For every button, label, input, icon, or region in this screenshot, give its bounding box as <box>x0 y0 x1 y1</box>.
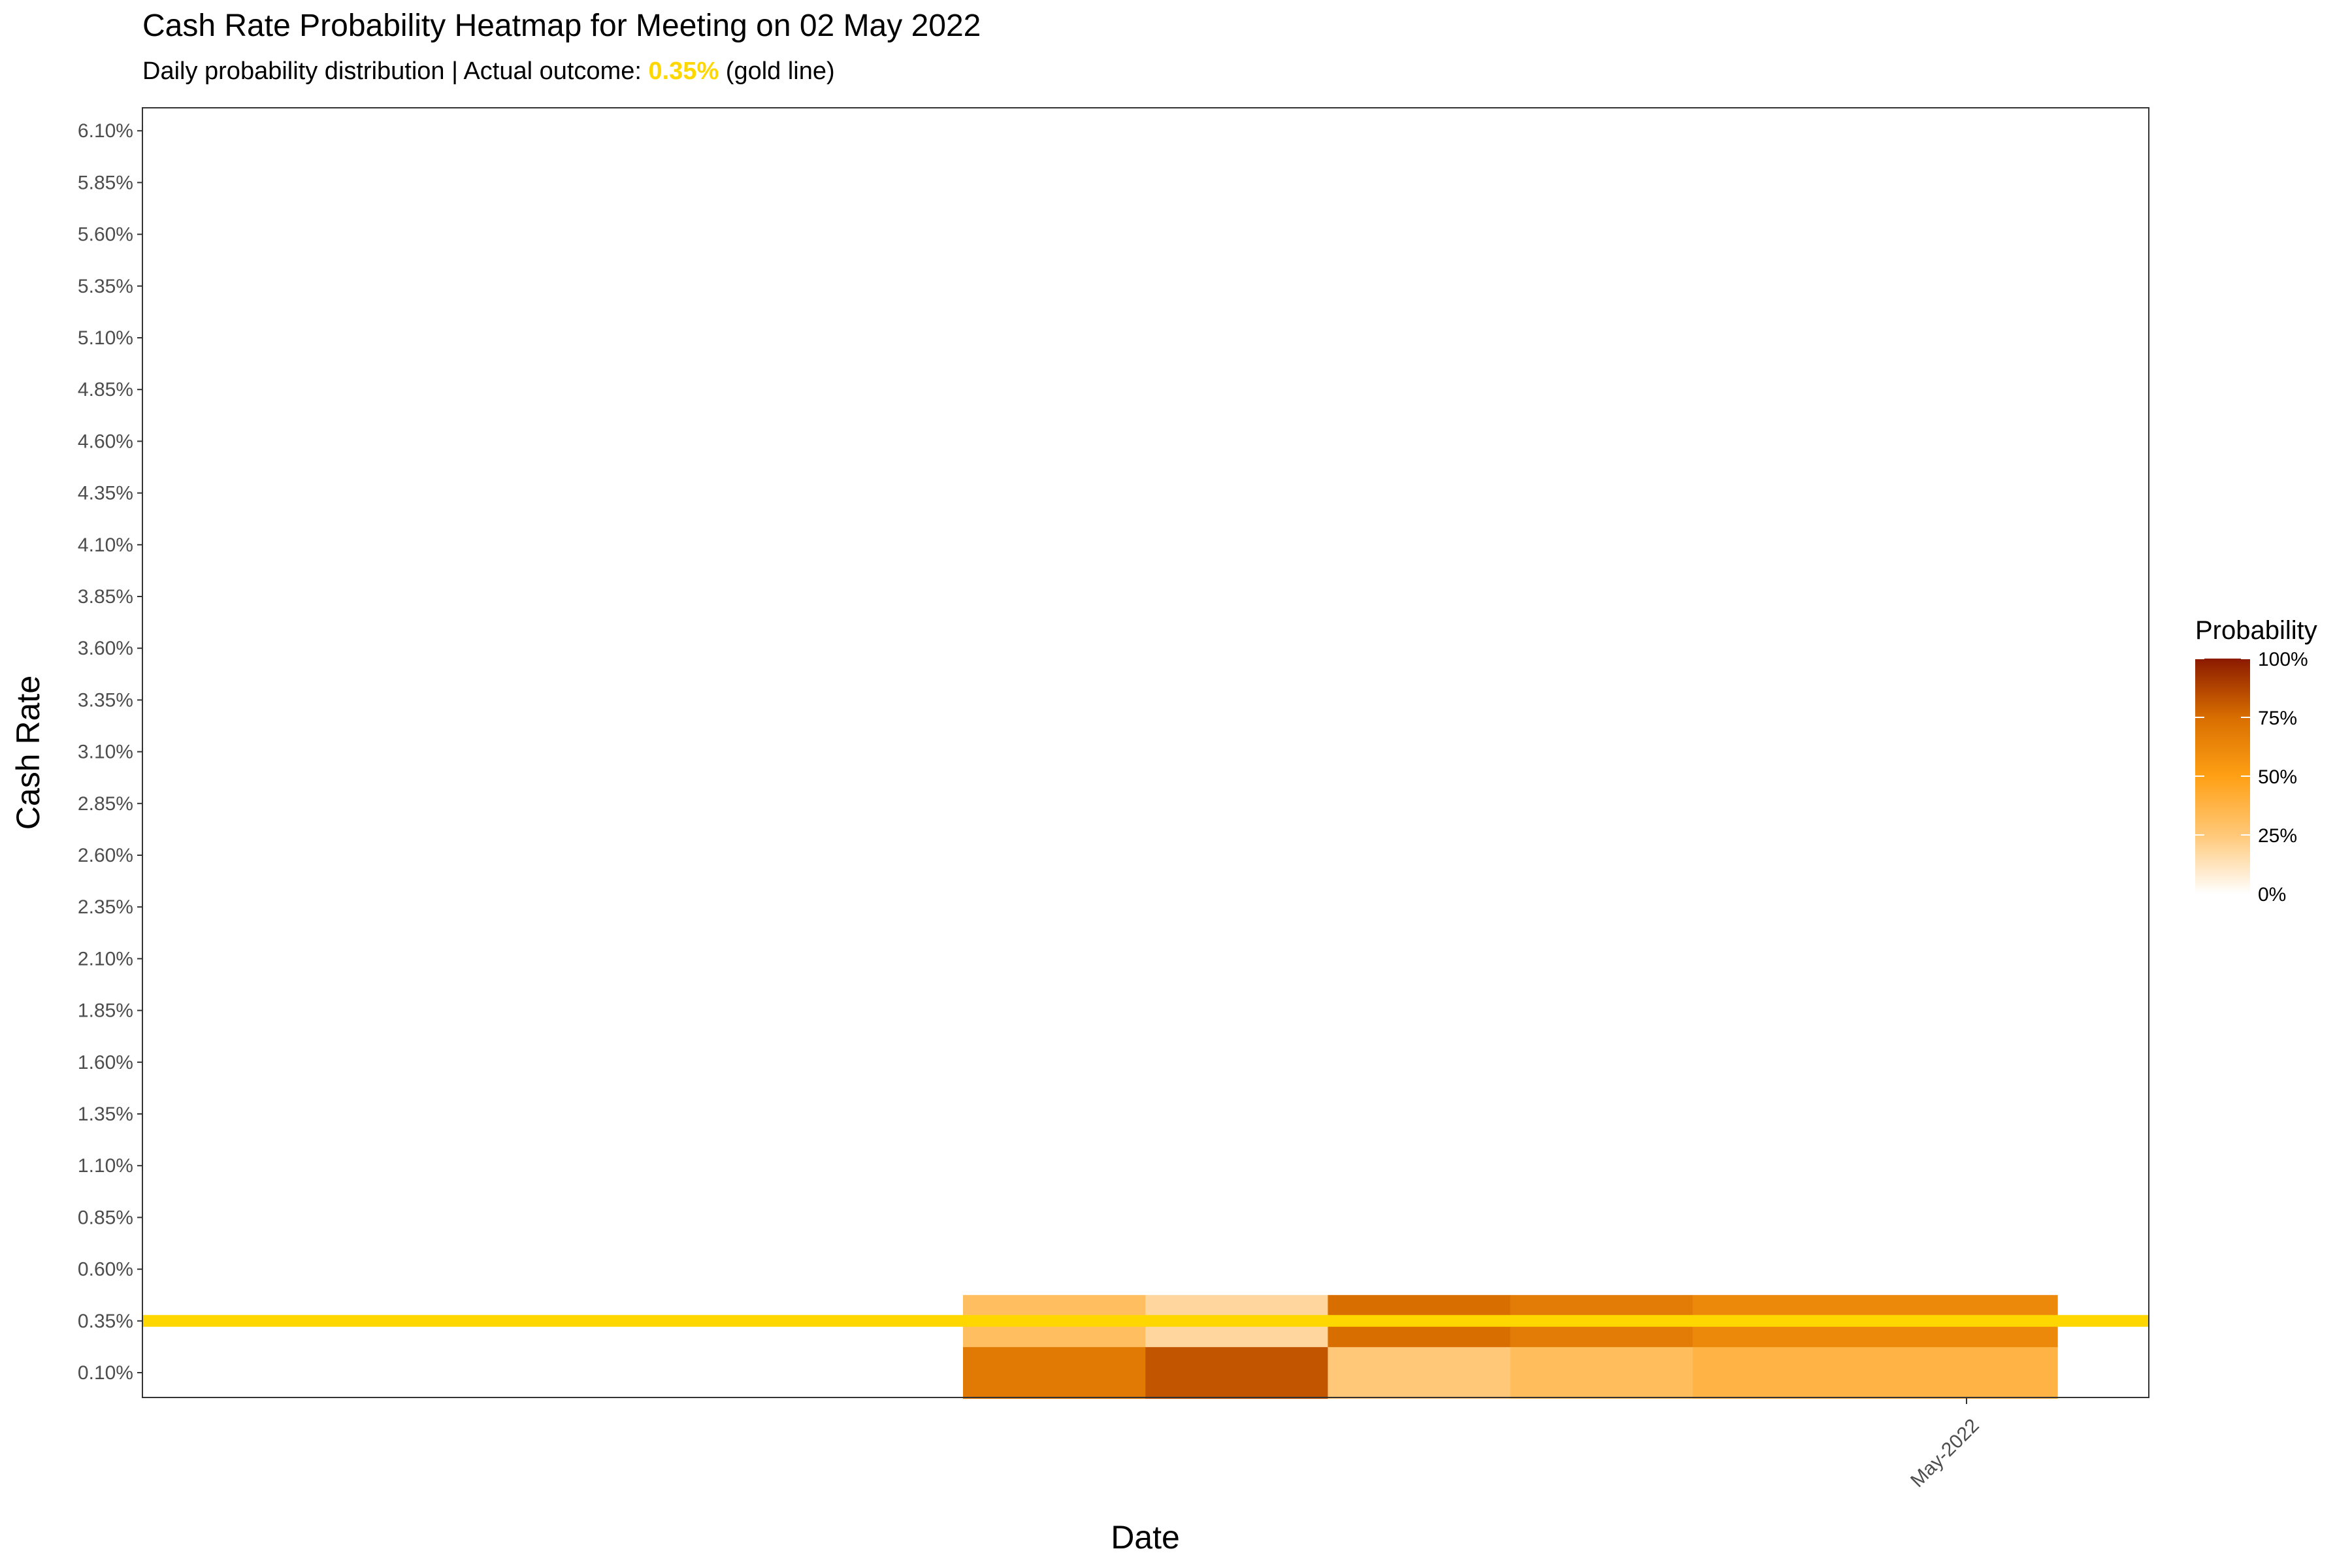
legend-label: 0% <box>2258 884 2286 906</box>
subtitle-highlight: 0.35% <box>648 57 719 85</box>
heatmap-cell <box>1510 1347 1693 1399</box>
legend-label: 75% <box>2258 708 2297 729</box>
heatmap-cell <box>1328 1347 1511 1399</box>
y-tick-label: 2.10% <box>78 948 133 970</box>
y-tick-label: 5.60% <box>78 224 133 246</box>
y-tick-label: 0.10% <box>78 1362 133 1384</box>
y-tick-label: 6.10% <box>78 120 133 142</box>
x-axis-title: Date <box>1111 1519 1180 1556</box>
y-tick-label: 1.85% <box>78 1000 133 1022</box>
y-tick-label: 0.60% <box>78 1259 133 1281</box>
legend-label: 100% <box>2258 649 2308 670</box>
y-tick-label: 3.35% <box>78 689 133 711</box>
heatmap-cell <box>1145 1347 1328 1399</box>
y-tick-label: 2.35% <box>78 896 133 918</box>
y-tick-label: 0.35% <box>78 1311 133 1332</box>
heatmap-cell <box>1875 1347 2058 1399</box>
heatmap-cell <box>1692 1347 1876 1399</box>
color-legend: Probability 100% 75% 50% 25% 0% <box>2195 616 2317 906</box>
x-axis: May-2022 <box>1906 1397 1984 1492</box>
y-tick-label: 1.10% <box>78 1155 133 1177</box>
y-tick-label: 5.85% <box>78 172 133 193</box>
y-tick-label: 2.60% <box>78 845 133 866</box>
x-tick-label: May-2022 <box>1906 1414 1984 1492</box>
y-tick-label: 4.10% <box>78 534 133 556</box>
y-axis: 0.10% 0.35% 0.60% 0.85% 1.10% 1.35% 1.60% 1.85%… <box>78 120 142 1384</box>
subtitle-prefix: Daily probability distribution | Actual … <box>142 57 649 85</box>
y-tick-label: 4.85% <box>78 379 133 400</box>
legend-label: 25% <box>2258 825 2297 847</box>
y-axis-title: Cash Rate <box>10 676 46 830</box>
y-tick-label: 3.10% <box>78 742 133 763</box>
y-tick-label: 4.35% <box>78 483 133 504</box>
y-tick-label: 3.60% <box>78 638 133 659</box>
heatmap-cell <box>963 1347 1146 1399</box>
subtitle-suffix: (gold line) <box>719 57 835 85</box>
y-tick-label: 2.85% <box>78 793 133 815</box>
y-tick-label: 3.85% <box>78 586 133 608</box>
y-tick-label: 0.85% <box>78 1207 133 1228</box>
heatmap-cells <box>963 1295 2058 1399</box>
y-tick-label: 4.60% <box>78 431 133 452</box>
chart-title: Cash Rate Probability Heatmap for Meetin… <box>142 8 981 43</box>
legend-title: Probability <box>2195 616 2317 645</box>
y-tick-label: 5.35% <box>78 276 133 297</box>
chart-subtitle: Daily probability distribution | Actual … <box>142 57 835 86</box>
plot-panel-border <box>142 107 2149 1398</box>
y-tick-label: 1.35% <box>78 1103 133 1125</box>
y-tick-label: 1.60% <box>78 1052 133 1073</box>
y-tick-label: 5.10% <box>78 327 133 349</box>
legend-label: 50% <box>2258 766 2297 788</box>
